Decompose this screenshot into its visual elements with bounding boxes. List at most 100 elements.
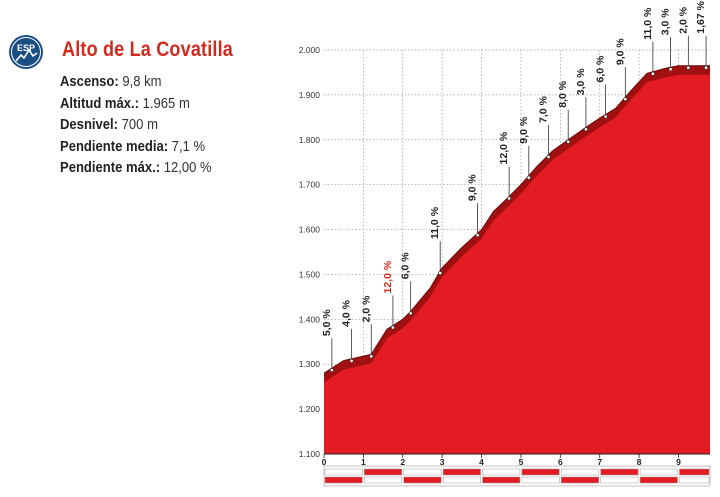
profile-area [324,65,710,454]
stat-elevation-gain: Desnivel: 700 m [60,115,294,137]
stat-value: 700 m [121,117,158,133]
x-tick-label: 0 [322,457,327,467]
segment-gradient-label: 9,0 % [467,174,479,202]
km-scale-segment [364,468,403,476]
segment-marker-dot [704,65,708,70]
segment-gradient-label: 9,0 % [518,116,530,144]
segment-marker-dot [507,196,512,201]
profile-line [323,65,710,374]
segment-gradient-label: 11,0 % [642,7,654,40]
segment-gradient-label: 3,0 % [660,8,672,36]
stat-value: 7,1 % [171,138,206,155]
x-tick-label: 4 [479,457,484,467]
segment-gradient-label: 11,0 % [429,206,441,239]
segment-marker-dot [584,127,588,132]
segment-marker-dot [668,67,673,72]
badge-text: ESP [17,43,35,53]
stat-label: Ascenso: [60,74,119,90]
km-scale-segment [600,468,639,476]
segment-marker-dot [526,175,531,180]
x-tick-label: 3 [440,457,445,467]
y-tick-label: 1.900 [299,90,321,100]
segment-marker-dot [369,354,374,359]
segment-marker-dot [391,325,395,330]
km-scale-segment [639,468,678,476]
x-tick-label: 8 [637,457,642,467]
km-scale-segment [442,476,481,484]
x-tick-label: 6 [558,457,563,467]
climb-stats: Ascenso: 9,8 km Altitud máx.: 1.965 m De… [60,72,320,180]
y-tick-label: 1.100 [299,449,321,459]
segment-marker-dot [566,139,571,144]
spain-badge-icon: ESP [9,35,43,69]
segment-marker-dot [623,97,628,102]
x-tick-label: 5 [519,457,524,467]
km-scale-segment [324,468,363,476]
x-tick-label: 7 [597,457,602,467]
segment-gradient-label: 9,0 % [614,38,626,66]
stat-max-altitude: Altitud máx.: 1.965 m [60,94,294,116]
y-tick-label: 1.600 [299,225,321,235]
segment-gradient-label: 4,0 % [341,299,353,327]
km-scale-segment [600,476,639,484]
segment-marker-dot [329,368,334,373]
km-scale-segment [482,476,521,484]
segment-gradient-label: 7,0 % [538,95,550,123]
km-scale-segment [639,476,678,484]
km-scale-segment [324,476,363,484]
segment-marker-dot [475,233,480,238]
y-tick-label: 1.300 [299,359,321,369]
km-scale-segment [403,468,442,476]
segment-gradient-label: 5,0 % [321,309,333,337]
y-tick-label: 1.400 [299,314,321,324]
y-tick-label: 1.700 [299,180,321,190]
km-scale-segment [561,468,599,476]
segment-marker-dot [438,271,443,275]
stat-max-gradient: Pendiente máx.: 12,00 % [60,158,294,180]
x-tick-label: 1 [361,457,366,467]
stat-value: 1.965 m [142,95,190,112]
stat-label: Pendiente media: [60,138,169,155]
segment-gradient-label: 2,0 % [360,295,372,323]
y-tick-label: 1.200 [299,404,321,414]
km-scale-segment [679,476,710,484]
km-scale-segment [521,476,560,484]
y-tick-label: 2.000 [299,45,321,55]
segment-marker-dot [349,358,354,363]
segment-gradient-label: 12,0 % [382,260,394,293]
climb-title: Alto de La Covatilla [62,38,234,61]
segment-gradient-label: 1,67 % [695,0,707,33]
stat-value: 12,00 % [163,160,212,176]
segment-marker-dot [546,155,551,159]
segment-gradient-label: 8,0 % [557,80,569,108]
stat-ascent: Ascenso: 9,8 km [60,72,294,94]
stat-average-gradient: Pendiente media: 7,1 % [60,137,294,159]
km-scale-segment [442,468,481,476]
climb-header: ESP Alto de La Covatilla [8,34,308,74]
segment-gradient-label: 3,0 % [575,68,587,96]
segment-marker-dot [408,311,413,316]
km-scale-segment [403,476,442,484]
segment-gradient-label: 12,0 % [498,131,510,164]
segment-marker-dot [603,114,608,119]
stat-value: 9,8 km [122,74,162,90]
stat-label: Pendiente máx.: [60,160,161,176]
profile-top-band [324,65,710,383]
x-tick-label: 9 [676,457,681,467]
km-scale-segment [561,476,599,484]
stat-label: Desnivel: [60,117,119,133]
segment-gradient-label: 6,0 % [595,55,607,83]
stat-label: Altitud máx.: [60,95,140,112]
km-scale-segment [679,468,710,476]
km-scale-segment [482,468,521,476]
y-tick-label: 1.500 [299,269,321,279]
segment-marker-dot [650,71,655,76]
km-scale-segment [521,468,560,476]
segment-gradient-label: 2,0 % [677,6,689,34]
segment-gradient-label: 6,0 % [400,252,412,280]
x-tick-label: 2 [400,457,405,467]
y-tick-label: 1.800 [299,135,321,145]
segment-marker-dot [686,65,691,70]
km-scale-segment [364,476,403,484]
